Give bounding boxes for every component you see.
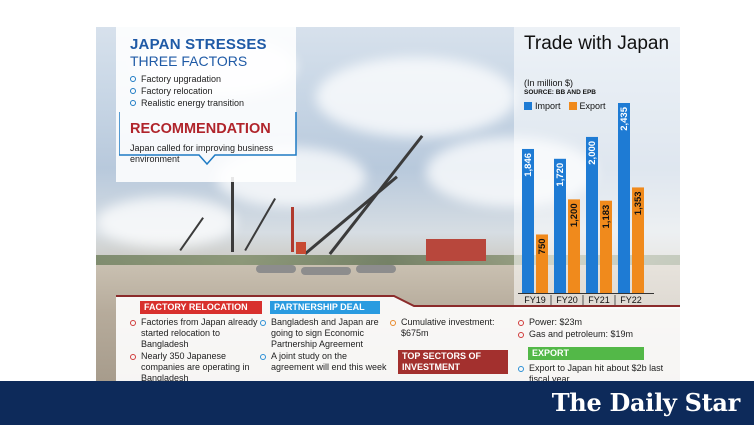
list-item: Gas and petroleum: $19m: [518, 329, 658, 340]
legend-export: Export: [568, 101, 606, 111]
recommendation-text: Japan called for improving business envi…: [130, 143, 274, 164]
bullet-icon: [130, 76, 136, 82]
bullet-icon: [260, 354, 266, 360]
investment-list: Cumulative investment: $675m: [390, 317, 502, 340]
bar-export-fy20: [568, 199, 580, 293]
data-label-export-fy21: 1,183: [601, 205, 612, 229]
x-tick-label: FY20: [556, 295, 578, 305]
factors-list: Factory upgradation Factory relocation R…: [130, 73, 244, 109]
bar-import-fy22: [618, 103, 630, 293]
bullet-icon: [260, 320, 266, 326]
chart-unit: (In million $): [524, 78, 574, 88]
brand-logo: The Daily Star: [551, 388, 741, 417]
partnership-deal-heading: PARTNERSHIP DEAL: [270, 301, 380, 314]
bar-import-fy20: [554, 158, 566, 293]
bar-export-fy21: [600, 200, 612, 293]
legend-swatch-import: [524, 102, 532, 110]
legend-import: Import: [524, 101, 561, 111]
bullet-icon: [518, 366, 524, 372]
export-list: Export to Japan hit about $2b last fisca…: [518, 363, 668, 386]
chart-title: Trade with Japan: [524, 33, 670, 54]
data-label-import-fy19: 1,846: [523, 153, 534, 177]
list-item: Factory upgradation: [130, 73, 244, 85]
bullet-icon: [130, 320, 136, 326]
x-tick-label: FY22: [620, 295, 642, 305]
list-item: Bangladesh and Japan are going to sign E…: [260, 317, 392, 350]
legend-label-export: Export: [579, 101, 606, 111]
legend-label-import: Import: [535, 101, 561, 111]
x-tick-label: FY19: [524, 295, 546, 305]
list-item: Realistic energy transition: [130, 97, 244, 109]
bar-export-fy22: [632, 187, 644, 293]
data-label-export-fy22: 1,353: [633, 191, 644, 215]
chart-legend: Import Export: [524, 101, 606, 111]
factory-relocation-heading: FACTORY RELOCATION: [140, 301, 262, 314]
list-item: Factories from Japan already started rel…: [130, 317, 260, 350]
list-item: A joint study on the agreement will end …: [260, 351, 392, 373]
legend-swatch-export: [568, 102, 577, 110]
list-item: Power: $23m: [518, 317, 658, 328]
factors-title: JAPAN STRESSES: [130, 36, 267, 53]
data-label-export-fy19: 750: [537, 238, 548, 254]
bullet-icon: [130, 354, 136, 360]
list-item: Nearly 350 Japanese companies are operat…: [130, 351, 260, 384]
export-heading: EXPORT: [528, 347, 644, 360]
bar-import-fy19: [522, 148, 534, 293]
bullet-icon: [130, 88, 136, 94]
bar-chart: 1,846 750 FY19 1,720 1,200 FY20 2,000 1,183 FY21…: [518, 103, 654, 306]
footer-bar: The Daily Star: [0, 381, 754, 425]
factors-subtitle: THREE FACTORS: [130, 53, 248, 69]
bullet-icon: [130, 100, 136, 106]
bottom-panel: FACTORY RELOCATION Factories from Japan …: [116, 290, 680, 384]
recommendation-title: RECOMMENDATION: [130, 121, 271, 137]
factors-box: JAPAN STRESSES THREE FACTORS Factory upg…: [116, 27, 296, 182]
energy-investment-list: Power: $23m Gas and petroleum: $19m: [518, 317, 658, 341]
list-item: Export to Japan hit about $2b last fisca…: [518, 363, 668, 385]
partnership-deal-list: Bangladesh and Japan are going to sign E…: [260, 317, 392, 374]
bullet-icon: [518, 332, 524, 338]
top-sectors-heading: TOP SECTORS OF INVESTMENT: [398, 350, 508, 374]
data-label-import-fy20: 1,720: [555, 163, 566, 187]
bar-import-fy21: [586, 136, 598, 293]
data-label-import-fy21: 2,000: [587, 141, 598, 165]
list-item: Cumulative investment: $675m: [390, 317, 502, 339]
chart-source: SOURCE: BB AND EPB: [524, 89, 596, 96]
factory-relocation-list: Factories from Japan already started rel…: [130, 317, 260, 385]
list-item: Factory relocation: [130, 85, 244, 97]
x-tick-label: FY21: [588, 295, 610, 305]
data-label-import-fy22: 2,435: [619, 106, 630, 130]
bar-export-fy19: [536, 234, 548, 293]
data-label-export-fy20: 1,200: [569, 203, 580, 227]
bullet-icon: [518, 320, 524, 326]
bullet-icon: [390, 320, 396, 326]
